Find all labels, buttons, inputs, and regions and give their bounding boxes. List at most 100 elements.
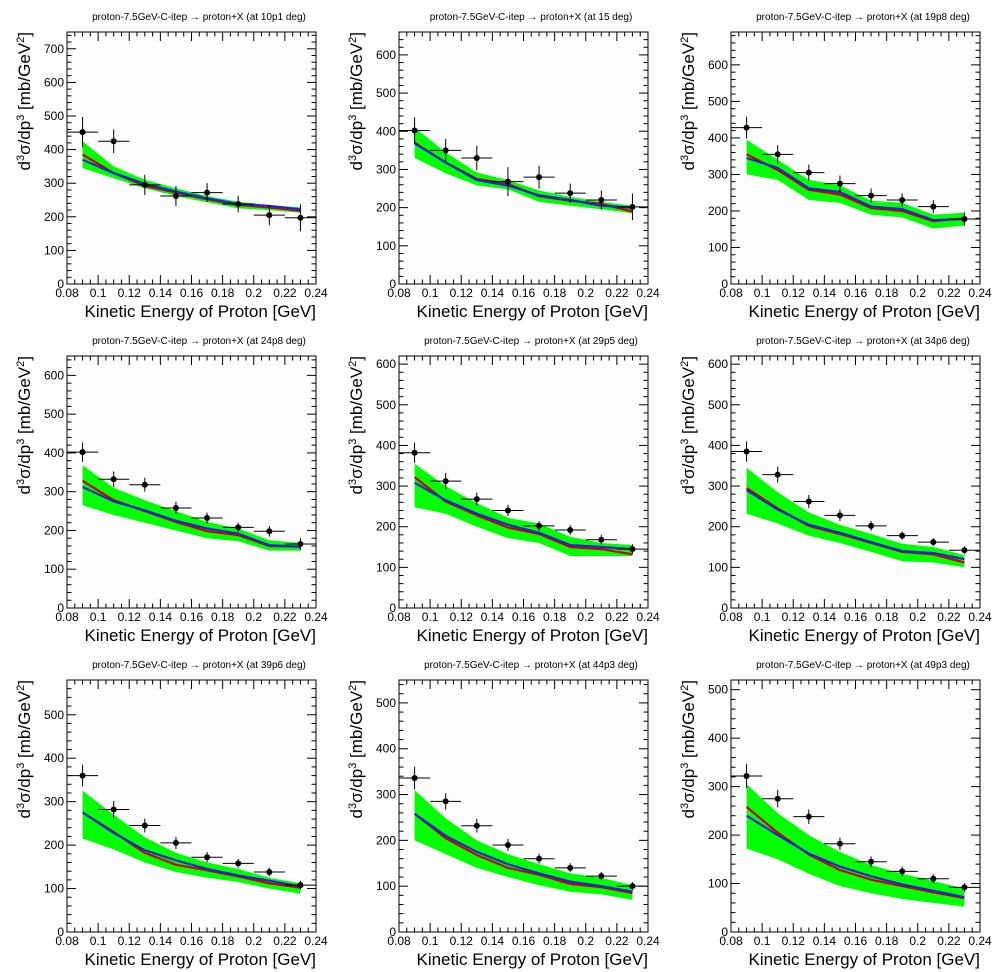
y-tick-label: 400 [376,124,396,138]
model-line-red [413,476,633,556]
data-marker [297,214,304,221]
chart-svg: proton-7.5GeV-C-itep → proton+X (at 34p6… [679,336,992,645]
data-point [430,793,462,810]
y-label-superscript: 3 [15,155,27,161]
x-tick-label: 0.22 [605,286,629,300]
data-point [762,466,794,483]
y-label-part: [mb/GeV [347,42,366,114]
y-label-part: ] [679,32,698,37]
x-tick-label: 0.2 [909,934,926,948]
y-label-part: d [347,809,366,818]
chart-svg: proton-7.5GeV-C-itep → proton+X (at 19p8… [679,12,992,321]
y-label-part: σ/dp [347,121,366,155]
data-point [731,116,763,139]
x-tick-label: 0.12 [782,610,806,624]
x-tick-label: 0.12 [450,286,474,300]
x-tick-label: 0.22 [273,934,297,948]
data-marker [536,522,543,529]
data-marker [141,822,148,829]
data-point [886,866,918,877]
data-point [616,193,648,221]
x-tick-label: 0.22 [605,934,629,948]
y-tick-label: 500 [44,708,64,722]
y-tick-label: 0 [389,277,396,291]
chart-title: proton-7.5GeV-C-itep → proton+X (at 15 d… [430,12,633,23]
data-point [67,442,99,462]
y-tick-label: 400 [44,751,64,765]
y-tick-label: 700 [44,42,64,56]
data-marker [805,169,812,176]
y-tick-label: 0 [721,277,728,291]
y-label-superscript: 3 [347,479,359,485]
y-axis-label: d3σ/dp3 [mb/GeV2] [347,356,366,495]
x-tick-label: 0.16 [844,934,868,948]
y-tick-label: 300 [44,795,64,809]
y-tick-label: 600 [44,75,64,89]
data-point [222,522,254,533]
x-tick-label: 0.1 [422,610,439,624]
x-tick-label: 0.16 [180,610,204,624]
data-point [917,538,949,547]
y-label-part: d [15,809,34,818]
model-line-blue [746,156,965,222]
chart-panel-6: proton-7.5GeV-C-itep → proton+X (at 34p6… [664,324,996,648]
data-marker [473,496,480,503]
y-tick-label: 500 [708,94,728,108]
data-point [793,809,825,824]
model-line-red [413,812,633,895]
data-point [253,867,285,877]
x-tick-label: 0.2 [245,934,262,948]
chart-title: proton-7.5GeV-C-itep → proton+X (at 19p8… [756,12,970,23]
x-tick-label: 0.08 [55,610,79,624]
x-tick-label: 0.1 [422,286,439,300]
y-tick-label: 100 [376,879,396,893]
data-marker [110,806,117,813]
x-tick-label: 0.08 [719,286,743,300]
x-tick-label: 0.24 [968,286,992,300]
chart-panel-1: proton-7.5GeV-C-itep → proton+X (at 10p1… [0,0,332,324]
x-tick-label: 0.12 [782,934,806,948]
data-marker [629,203,636,210]
y-tick-label: 0 [389,925,396,939]
data-marker [266,528,273,535]
y-label-superscript: 3 [15,803,27,809]
x-tick-label: 0.08 [719,610,743,624]
data-point [461,818,493,833]
data-point [461,145,493,171]
data-marker [204,515,211,522]
data-point [886,531,918,540]
data-point [191,852,223,863]
chart-title: proton-7.5GeV-C-itep → proton+X (at 29p5… [424,336,638,347]
x-tick-label: 0.08 [55,286,79,300]
y-tick-label: 100 [708,877,728,891]
x-tick-label: 0.14 [813,934,837,948]
x-tick-label: 0.1 [422,934,439,948]
model-line-blue [82,486,301,548]
y-label-part: σ/dp [15,445,34,479]
y-label-superscript: 3 [347,115,359,121]
y-label-part: ] [347,32,366,37]
y-label-superscript: 2 [15,361,27,367]
y-label-superscript: 2 [15,37,27,43]
data-marker [805,813,812,820]
y-tick-label: 500 [44,109,64,123]
data-point [399,442,431,463]
y-tick-label: 300 [708,479,728,493]
x-tick-label: 0.2 [909,610,926,624]
data-marker [442,147,449,154]
y-tick-label: 400 [44,143,64,157]
x-axis-label: Kinetic Energy of Proton [GeV] [416,626,648,645]
data-marker [743,772,750,779]
uncertainty-band [746,784,965,907]
y-label-superscript: 2 [15,685,27,691]
data-marker [930,875,937,882]
data-marker [743,448,750,455]
y-tick-label: 200 [376,201,396,215]
y-tick-label: 500 [376,696,396,710]
y-tick-label: 100 [44,562,64,576]
y-label-part: σ/dp [679,445,698,479]
data-point [886,193,918,207]
data-marker [442,478,449,485]
data-point [98,129,130,153]
data-point [191,183,223,203]
